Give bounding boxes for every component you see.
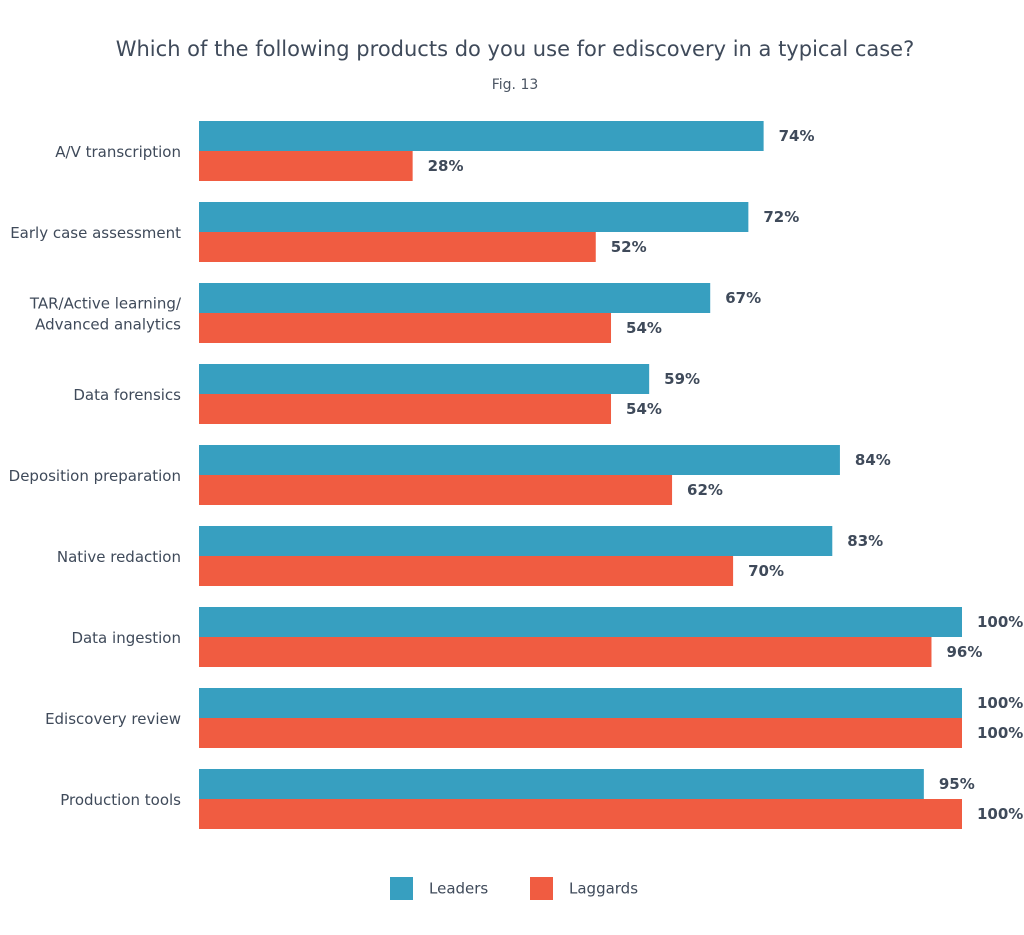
legend-swatch-leaders	[390, 877, 413, 900]
value-label-laggards-tar-active-learning-advanced-analytics: 54%	[626, 319, 662, 337]
category-label-native-redaction: Native redaction	[57, 548, 181, 566]
value-label-leaders-native-redaction: 83%	[847, 532, 883, 550]
value-label-laggards-a-v-transcription: 28%	[428, 157, 464, 175]
bar-leaders-deposition-preparation	[199, 445, 840, 475]
category-label-early-case-assessment: Early case assessment	[10, 224, 181, 242]
value-label-leaders-tar-active-learning-advanced-analytics: 67%	[725, 289, 761, 307]
value-label-laggards-native-redaction: 70%	[748, 562, 784, 580]
category-label-line: Native redaction	[57, 548, 181, 566]
value-label-leaders-early-case-assessment: 72%	[763, 208, 799, 226]
chart-subtitle: Fig. 13	[492, 77, 539, 93]
category-label-line: Advanced analytics	[35, 316, 181, 334]
bar-leaders-native-redaction	[199, 526, 833, 556]
value-label-leaders-ediscovery-review: 100%	[977, 694, 1023, 712]
value-label-leaders-production-tools: 95%	[939, 775, 975, 793]
category-label-line: Production tools	[60, 791, 181, 809]
category-label-line: Early case assessment	[10, 224, 181, 242]
bars-layer: A/V transcription 74% 28% Early case assess…	[9, 121, 1023, 829]
bar-leaders-data-forensics	[199, 364, 650, 394]
category-label-a-v-transcription: A/V transcription	[55, 143, 181, 161]
value-label-laggards-deposition-preparation: 62%	[687, 481, 723, 499]
bar-leaders-ediscovery-review	[199, 688, 962, 718]
bar-laggards-a-v-transcription	[199, 151, 413, 181]
category-label-line: Ediscovery review	[45, 710, 181, 728]
legend-label-leaders: Leaders	[429, 880, 488, 898]
category-label-ediscovery-review: Ediscovery review	[45, 710, 181, 728]
category-label-line: TAR/Active learning/	[29, 295, 182, 313]
category-label-data-forensics: Data forensics	[73, 386, 181, 404]
category-label-tar-active-learning-advanced-analytics: TAR/Active learning/Advanced analytics	[29, 295, 182, 334]
bar-laggards-production-tools	[199, 799, 962, 829]
bar-leaders-early-case-assessment	[199, 202, 749, 232]
category-label-line: Data forensics	[73, 386, 181, 404]
bar-laggards-tar-active-learning-advanced-analytics	[199, 313, 612, 343]
bar-laggards-data-ingestion	[199, 637, 932, 667]
category-label-deposition-preparation: Deposition preparation	[9, 467, 181, 485]
value-label-leaders-data-ingestion: 100%	[977, 613, 1023, 631]
value-label-leaders-data-forensics: 59%	[664, 370, 700, 388]
value-label-laggards-data-forensics: 54%	[626, 400, 662, 418]
legend: Leaders Laggards	[390, 877, 638, 900]
legend-swatch-laggards	[530, 877, 553, 900]
bar-leaders-a-v-transcription	[199, 121, 764, 151]
category-label-data-ingestion: Data ingestion	[71, 629, 181, 647]
category-label-line: Deposition preparation	[9, 467, 181, 485]
value-label-laggards-ediscovery-review: 100%	[977, 724, 1023, 742]
value-label-laggards-early-case-assessment: 52%	[611, 238, 647, 256]
legend-label-laggards: Laggards	[569, 880, 638, 898]
value-label-leaders-a-v-transcription: 74%	[779, 127, 815, 145]
bar-leaders-data-ingestion	[199, 607, 962, 637]
category-label-production-tools: Production tools	[60, 791, 181, 809]
category-label-line: A/V transcription	[55, 143, 181, 161]
value-label-laggards-production-tools: 100%	[977, 805, 1023, 823]
bar-laggards-native-redaction	[199, 556, 734, 586]
bar-laggards-early-case-assessment	[199, 232, 596, 262]
bar-laggards-deposition-preparation	[199, 475, 673, 505]
bar-laggards-ediscovery-review	[199, 718, 962, 748]
chart-title: Which of the following products do you u…	[116, 37, 915, 61]
value-label-leaders-deposition-preparation: 84%	[855, 451, 891, 469]
bar-leaders-production-tools	[199, 769, 924, 799]
bar-leaders-tar-active-learning-advanced-analytics	[199, 283, 711, 313]
value-label-laggards-data-ingestion: 96%	[946, 643, 982, 661]
bar-laggards-data-forensics	[199, 394, 612, 424]
category-label-line: Data ingestion	[71, 629, 181, 647]
